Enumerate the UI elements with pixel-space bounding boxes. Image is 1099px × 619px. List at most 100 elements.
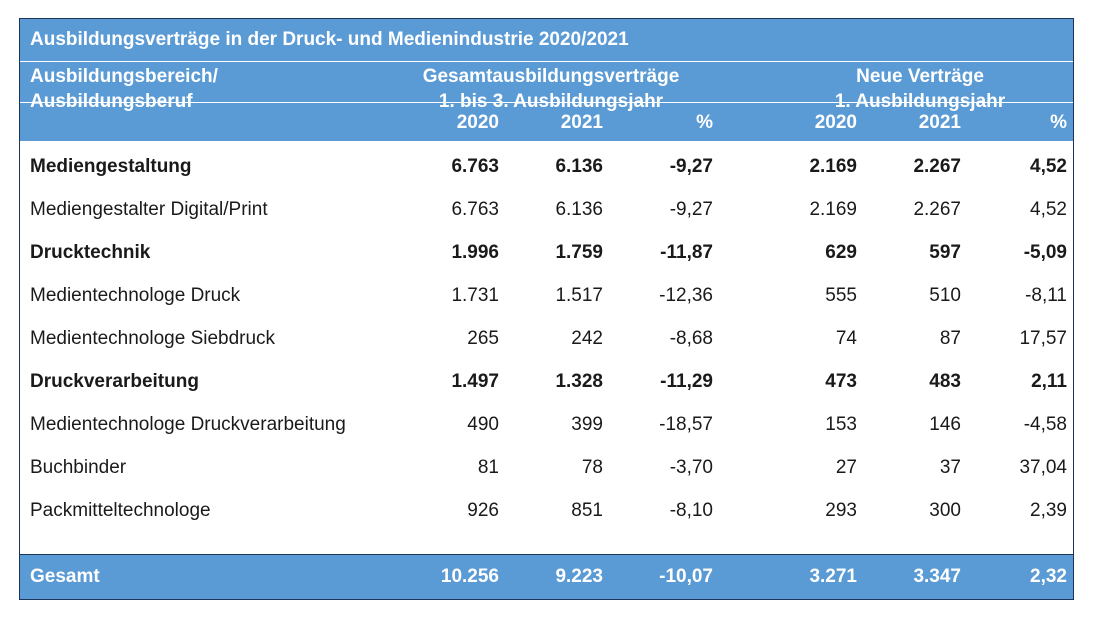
table-title: Ausbildungsverträge in der Druck- und Me… bbox=[20, 19, 1073, 61]
table-cell: -11,29 bbox=[660, 371, 713, 392]
row-label: Packmitteltechnologe bbox=[30, 500, 211, 521]
table-row: Medientechnologe Siebdruck 265 242 -8,68 74 8… bbox=[20, 317, 1073, 360]
row-label: Drucktechnik bbox=[30, 242, 151, 263]
table-cell: 2.267 bbox=[913, 156, 961, 177]
table-header: Ausbildungsbereich/ Ausbildungsberuf Ges… bbox=[20, 61, 1073, 141]
header-col-label-line2: Ausbildungsberuf bbox=[30, 91, 193, 112]
total-label: Gesamt bbox=[30, 566, 100, 587]
table-cell: 293 bbox=[825, 500, 857, 521]
table-cell: 37 bbox=[939, 457, 961, 478]
table-cell: 242 bbox=[571, 328, 603, 349]
table-cell: 1.759 bbox=[555, 242, 603, 263]
table-cell: -3,70 bbox=[669, 457, 713, 478]
table-cell: 146 bbox=[929, 414, 961, 435]
table-cell: 153 bbox=[825, 414, 857, 435]
table-cell: 597 bbox=[929, 242, 961, 263]
header-group-new-line2: 1. Ausbildungsjahr bbox=[834, 91, 1006, 112]
table-cell: -9,27 bbox=[669, 199, 713, 220]
table-cell: 300 bbox=[929, 500, 961, 521]
table-row: Mediengestaltung 6.763 6.136 -9,27 2.169 2.26… bbox=[20, 145, 1073, 188]
header-group-new-line1: Neue Verträge bbox=[856, 66, 984, 87]
table-cell: 629 bbox=[825, 242, 857, 263]
total-cell: 10.256 bbox=[440, 566, 499, 587]
row-label: Medientechnologe Druck bbox=[30, 285, 241, 306]
table-cell: 6.763 bbox=[451, 199, 499, 220]
header-group-total-line2: 1. bis 3. Ausbildungsjahr bbox=[438, 91, 664, 112]
table-cell: 6.136 bbox=[555, 156, 603, 177]
total-cell: 2,32 bbox=[1030, 566, 1067, 587]
header-year-row: 2020 2021 % 2020 2021 % bbox=[20, 103, 1073, 143]
table-cell: -8,68 bbox=[669, 328, 713, 349]
header-year-new-2021: 2021 bbox=[918, 112, 961, 133]
total-cell: -10,07 bbox=[659, 566, 713, 587]
row-label: Buchbinder bbox=[30, 457, 127, 478]
header-group-new: Neue Verträge 1. Ausbildungsjahr bbox=[780, 64, 1060, 114]
table-cell: 6.136 bbox=[555, 199, 603, 220]
data-table: Ausbildungsverträge in der Druck- und Me… bbox=[19, 18, 1074, 600]
table-cell: 510 bbox=[929, 285, 961, 306]
row-label: Druckverarbeitung bbox=[30, 371, 199, 392]
table-row: Druckverarbeitung 1.497 1.328 -11,29 473 483 2… bbox=[20, 360, 1073, 403]
header-year-total-2021: 2021 bbox=[560, 112, 603, 133]
header-year-new-pct: % bbox=[1050, 112, 1067, 133]
table-cell: 1.731 bbox=[451, 285, 499, 306]
table-cell: 1.996 bbox=[451, 242, 499, 263]
row-label: Medientechnologe Druckverarbeitung bbox=[30, 414, 346, 435]
table-cell: 74 bbox=[835, 328, 857, 349]
table-cell: 2.267 bbox=[913, 199, 961, 220]
table-cell: -8,11 bbox=[1025, 285, 1067, 306]
table-cell: 87 bbox=[939, 328, 961, 349]
table-cell: 2.169 bbox=[809, 199, 857, 220]
total-cell: 3.347 bbox=[913, 566, 961, 587]
table-cell: 555 bbox=[825, 285, 857, 306]
table-cell: -5,09 bbox=[1023, 242, 1067, 263]
table-row: Drucktechnik 1.996 1.759 -11,87 629 597 -5,09 bbox=[20, 231, 1073, 274]
table-cell: 2,11 bbox=[1031, 371, 1067, 392]
header-year-total-pct: % bbox=[696, 112, 713, 133]
table-cell: 81 bbox=[477, 457, 499, 478]
table-total-row: Gesamt 10.256 9.223 -10,07 3.271 3.347 2… bbox=[20, 554, 1073, 599]
row-label: Mediengestalter Digital/Print bbox=[30, 199, 268, 220]
table-cell: 399 bbox=[571, 414, 603, 435]
table-cell: 78 bbox=[581, 457, 603, 478]
table-row: Mediengestalter Digital/Print 6.763 6.136 -… bbox=[20, 188, 1073, 231]
table-row: Medientechnologe Druck 1.731 1.517 -12,36 55… bbox=[20, 274, 1073, 317]
table-cell: -12,36 bbox=[659, 285, 713, 306]
header-group-total: Gesamtausbildungsverträge 1. bis 3. Ausb… bbox=[396, 64, 706, 114]
table-cell: 27 bbox=[835, 457, 857, 478]
row-label: Medientechnologe Siebdruck bbox=[30, 328, 276, 349]
table-cell: 2.169 bbox=[809, 156, 857, 177]
table-cell: 2,39 bbox=[1030, 500, 1067, 521]
table-cell: -9,27 bbox=[669, 156, 713, 177]
table-cell: -8,10 bbox=[669, 500, 713, 521]
header-col-label: Ausbildungsbereich/ Ausbildungsberuf bbox=[30, 64, 218, 114]
table-row: Medientechnologe Druckverarbeitung 490 399… bbox=[20, 403, 1073, 446]
table-cell: -4,58 bbox=[1023, 414, 1067, 435]
header-col-label-line1: Ausbildungsbereich/ bbox=[30, 66, 218, 87]
row-label: Mediengestaltung bbox=[30, 156, 192, 177]
table-cell: 926 bbox=[467, 500, 499, 521]
table-row: Packmitteltechnologe 926 851 -8,10 293 300 2,3… bbox=[20, 489, 1073, 532]
table-cell: 6.763 bbox=[451, 156, 499, 177]
table-cell: 265 bbox=[467, 328, 499, 349]
header-group-total-line1: Gesamtausbildungsverträge bbox=[422, 66, 680, 87]
total-cell: 9.223 bbox=[555, 566, 603, 587]
table-cell: 4,52 bbox=[1030, 199, 1067, 220]
table-cell: 851 bbox=[571, 500, 603, 521]
table-cell: 1.328 bbox=[555, 371, 603, 392]
table-cell: 490 bbox=[467, 414, 499, 435]
table-cell: 1.497 bbox=[451, 371, 499, 392]
table-cell: 483 bbox=[929, 371, 961, 392]
header-year-new-2020: 2020 bbox=[814, 112, 857, 133]
table-body: Mediengestaltung 6.763 6.136 -9,27 2.169 2.26… bbox=[20, 143, 1073, 554]
header-divider-top bbox=[20, 61, 1073, 62]
header-divider-mid bbox=[20, 102, 1073, 103]
table-cell: 17,57 bbox=[1019, 328, 1067, 349]
header-year-total-2020: 2020 bbox=[456, 112, 499, 133]
table-cell: -11,87 bbox=[660, 242, 713, 263]
table-cell: 37,04 bbox=[1019, 457, 1067, 478]
table-cell: 4,52 bbox=[1030, 156, 1067, 177]
table-cell: 1.517 bbox=[555, 285, 603, 306]
table-cell: 473 bbox=[825, 371, 857, 392]
table-cell: -18,57 bbox=[659, 414, 713, 435]
